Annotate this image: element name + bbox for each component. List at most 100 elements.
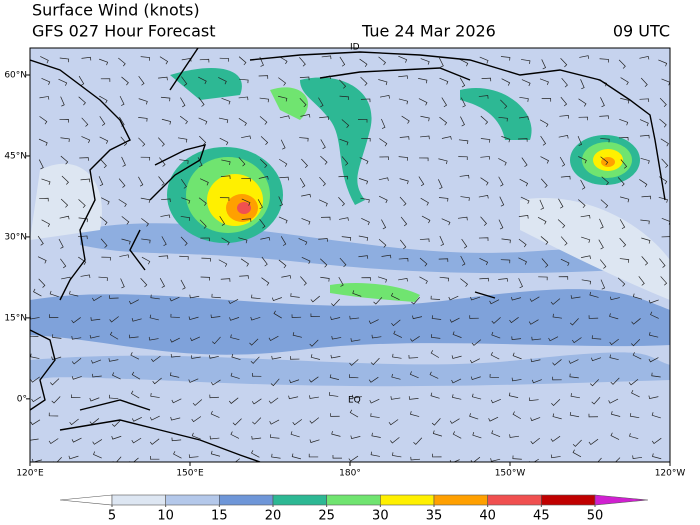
barb xyxy=(30,438,39,441)
barb xyxy=(358,235,369,241)
barb xyxy=(230,334,240,341)
barb xyxy=(572,337,582,344)
barb xyxy=(120,136,128,146)
barb xyxy=(400,216,408,227)
barb xyxy=(659,118,667,128)
barb xyxy=(629,433,639,439)
barb xyxy=(149,415,160,421)
barb xyxy=(449,418,460,424)
barb xyxy=(240,258,249,267)
barb xyxy=(588,413,599,418)
barb xyxy=(471,339,482,346)
barb xyxy=(361,137,371,142)
barb xyxy=(588,438,599,446)
barb xyxy=(388,419,399,426)
barb xyxy=(511,296,522,301)
barb xyxy=(130,352,140,360)
barb xyxy=(59,215,70,220)
barb xyxy=(511,336,522,340)
barb xyxy=(298,238,308,246)
barb xyxy=(209,394,219,399)
barb xyxy=(278,196,283,207)
wind-streak xyxy=(270,87,309,120)
barb xyxy=(539,199,545,210)
barb xyxy=(218,117,229,124)
barb xyxy=(559,115,570,119)
barb xyxy=(438,179,443,190)
barb xyxy=(199,178,209,186)
barb xyxy=(258,75,269,79)
barb xyxy=(448,295,459,301)
barb xyxy=(419,276,428,285)
barb xyxy=(308,453,319,458)
barb xyxy=(320,258,328,268)
barb xyxy=(408,354,419,359)
barb xyxy=(40,56,49,64)
barb xyxy=(280,139,286,150)
barb xyxy=(111,435,122,440)
axes: 120°E 150°E 180° 150°W 120°W 60°N 45°N 30°N 15°N… xyxy=(4,70,685,478)
colorbar-bin xyxy=(326,494,381,506)
barb xyxy=(509,317,519,324)
barb xyxy=(239,275,249,279)
barb xyxy=(560,96,568,107)
barb xyxy=(418,176,425,187)
barb xyxy=(360,98,371,103)
colorbar-bin xyxy=(487,494,542,506)
barb xyxy=(459,59,469,67)
colorbar-over xyxy=(594,494,649,506)
barb xyxy=(499,196,505,207)
barb xyxy=(38,278,46,288)
barb xyxy=(141,238,151,244)
barb xyxy=(250,316,261,321)
barb xyxy=(152,377,162,385)
barb xyxy=(180,236,188,246)
barb xyxy=(481,77,492,82)
barb xyxy=(539,119,549,128)
barb xyxy=(368,319,379,324)
barb xyxy=(579,55,590,59)
barb xyxy=(37,235,44,246)
barb xyxy=(470,456,481,462)
barb xyxy=(358,178,369,185)
barb xyxy=(49,290,59,298)
barb xyxy=(359,157,369,165)
barb xyxy=(429,371,439,379)
barb xyxy=(619,237,627,248)
barb xyxy=(32,458,42,462)
barb xyxy=(378,238,387,248)
barb xyxy=(177,137,188,143)
barb xyxy=(360,76,368,86)
barb xyxy=(109,331,119,340)
barb xyxy=(191,416,202,423)
barb xyxy=(611,457,621,462)
barb xyxy=(81,56,92,61)
barb xyxy=(558,134,569,139)
barb xyxy=(651,412,661,419)
barb xyxy=(609,354,619,361)
barb xyxy=(361,217,370,226)
barb xyxy=(30,376,40,383)
barb xyxy=(331,298,340,307)
barb xyxy=(431,315,442,320)
barb xyxy=(60,155,69,165)
barb xyxy=(378,79,388,86)
barb xyxy=(329,374,340,380)
barb xyxy=(520,196,530,204)
barb xyxy=(540,135,547,146)
barb xyxy=(129,457,139,462)
barb xyxy=(271,355,282,360)
barb xyxy=(361,277,371,281)
colorbar-label: 10 xyxy=(157,509,174,524)
coastlines xyxy=(30,48,666,462)
barb xyxy=(39,197,49,202)
barb xyxy=(170,337,180,343)
barb xyxy=(189,294,200,299)
barb xyxy=(290,293,300,298)
barb xyxy=(331,335,342,340)
barb xyxy=(588,315,599,319)
barbs xyxy=(30,55,670,462)
barb xyxy=(359,58,368,68)
barb xyxy=(358,255,369,259)
barb xyxy=(261,256,268,267)
